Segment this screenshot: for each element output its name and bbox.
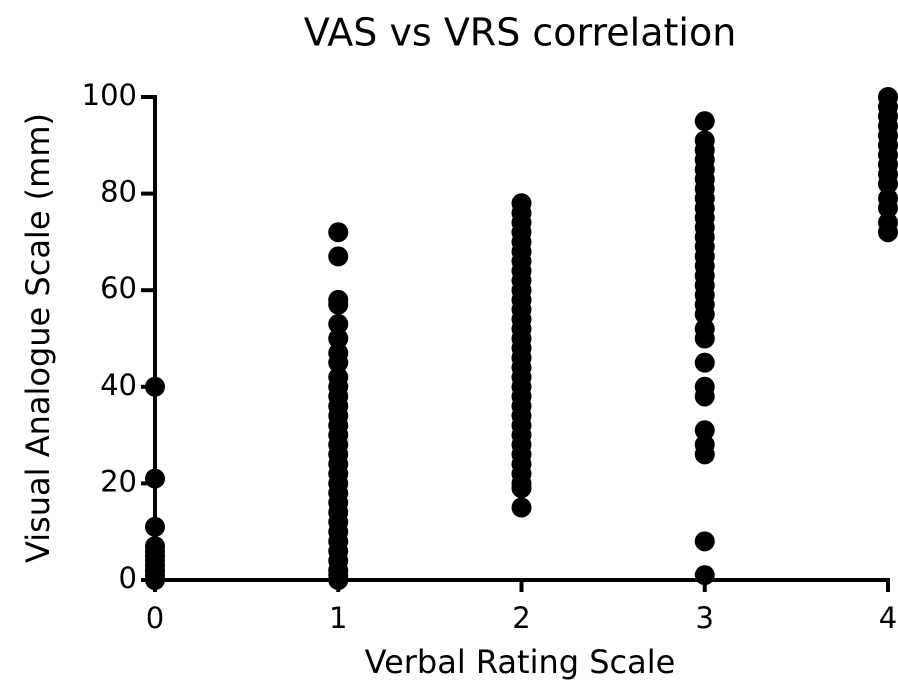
point xyxy=(328,222,349,243)
point xyxy=(694,565,715,586)
point xyxy=(694,111,715,132)
point xyxy=(145,376,165,397)
point xyxy=(328,352,349,373)
point xyxy=(694,328,715,349)
point xyxy=(878,173,898,194)
point xyxy=(694,444,715,465)
point xyxy=(878,222,898,243)
x-tick-label: 1 xyxy=(329,601,347,635)
point xyxy=(328,294,349,315)
y-axis-label: Visual Analogue Scale (mm) xyxy=(19,113,57,563)
point xyxy=(145,570,165,590)
y-tick-label: 40 xyxy=(100,368,137,402)
point xyxy=(145,468,165,489)
y-tick-label: 80 xyxy=(100,175,137,209)
x-tick-label: 0 xyxy=(146,601,164,635)
y-tick-label: 60 xyxy=(100,271,137,305)
x-tick-label: 3 xyxy=(696,601,714,635)
point xyxy=(878,198,898,219)
y-tick-label: 100 xyxy=(82,78,137,112)
point xyxy=(328,570,349,590)
point xyxy=(694,420,715,441)
point xyxy=(511,497,532,518)
chart-title: VAS vs VRS correlation xyxy=(304,11,737,55)
point xyxy=(328,328,349,349)
point xyxy=(145,516,165,537)
x-tick-label: 2 xyxy=(512,601,530,635)
y-tick-label: 0 xyxy=(119,561,137,595)
point xyxy=(694,304,715,325)
point xyxy=(694,352,715,373)
point xyxy=(328,314,349,335)
point xyxy=(694,386,715,407)
point xyxy=(328,246,349,267)
x-tick-label: 4 xyxy=(879,601,897,635)
x-axis-label: Verbal Rating Scale xyxy=(365,643,676,681)
point xyxy=(511,478,532,499)
point xyxy=(694,531,715,552)
y-tick-label: 20 xyxy=(100,464,137,498)
